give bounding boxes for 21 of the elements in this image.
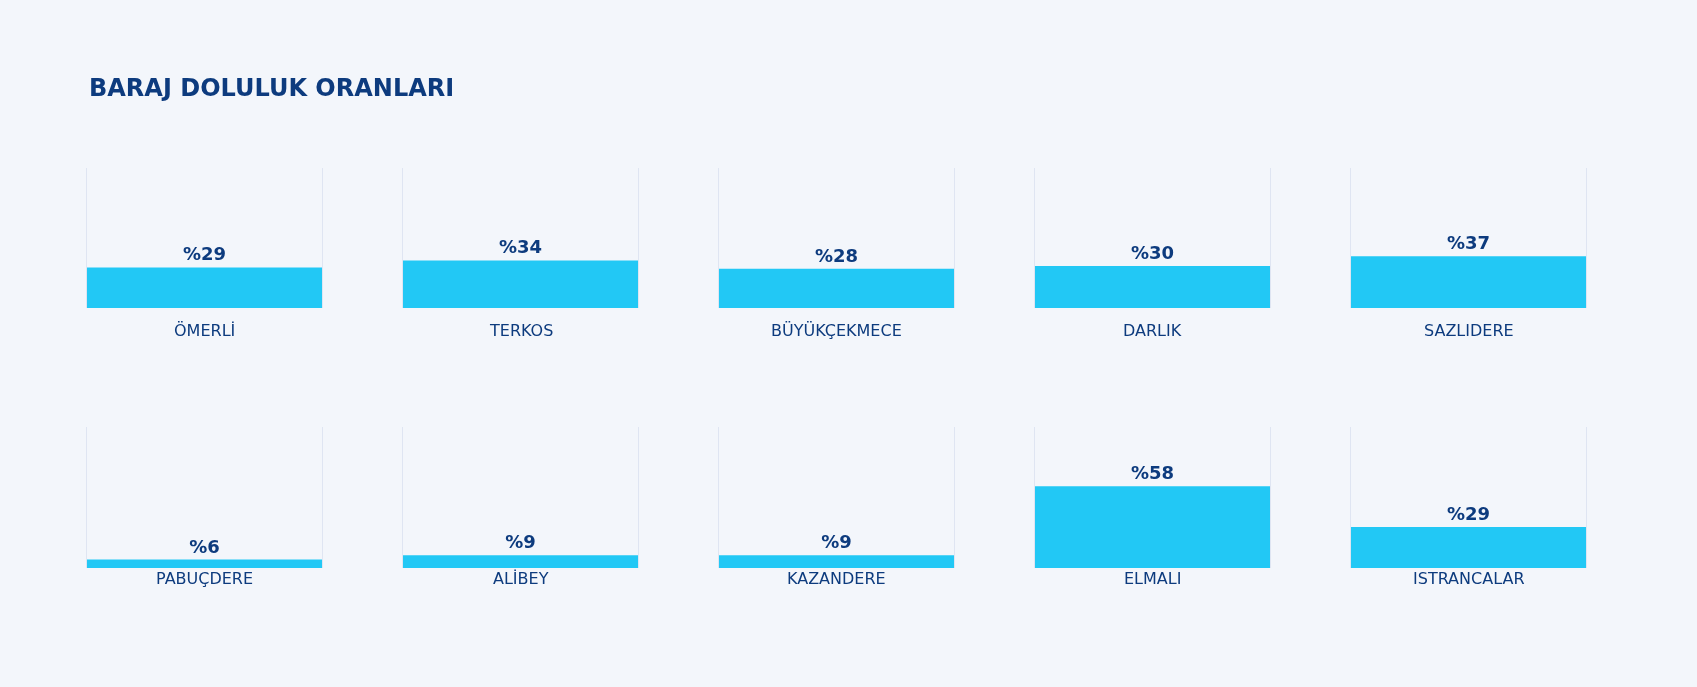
text: BARAJ DOLULUK ORANLARI: [89, 74, 455, 102]
category-label: PABUÇDERE: [156, 569, 254, 588]
category-label: ÖMERLİ: [174, 321, 236, 340]
data-label: %9: [821, 531, 852, 553]
category-label: TERKOS: [489, 321, 554, 340]
data-label: %9: [505, 531, 536, 553]
category-label: SAZLIDERE: [1424, 321, 1514, 340]
data-label: %28: [814, 244, 859, 266]
data-label: %29: [182, 243, 227, 265]
data-label: %37: [1446, 232, 1491, 254]
data-label: %6: [189, 535, 220, 557]
data-label: %34: [498, 236, 543, 258]
category-label: BÜYÜKÇEKMECE: [771, 321, 902, 340]
category-label: ALİBEY: [493, 569, 549, 588]
data-label: %58: [1130, 462, 1175, 484]
category-label: ISTRANCALAR: [1413, 569, 1525, 588]
category-label: ELMALI: [1124, 569, 1182, 588]
data-label: %29: [1446, 503, 1491, 525]
category-label: DARLIK: [1123, 321, 1182, 340]
category-label: KAZANDERE: [787, 569, 886, 588]
data-label: %30: [1130, 242, 1175, 263]
